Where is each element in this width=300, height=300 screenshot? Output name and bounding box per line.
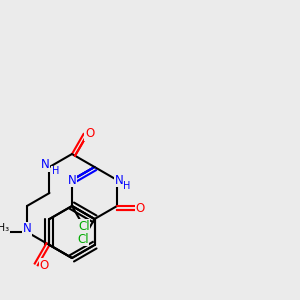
Text: Cl: Cl	[77, 233, 88, 246]
Text: N: N	[68, 173, 76, 187]
Text: O: O	[39, 259, 48, 272]
Text: CH₃: CH₃	[0, 223, 10, 233]
Text: N: N	[115, 173, 123, 187]
Text: N: N	[41, 158, 50, 172]
Text: O: O	[85, 127, 94, 140]
Text: H: H	[52, 166, 59, 176]
Text: Cl: Cl	[78, 220, 89, 233]
Text: N: N	[22, 223, 31, 236]
Text: H: H	[123, 181, 131, 191]
Text: O: O	[136, 202, 145, 215]
